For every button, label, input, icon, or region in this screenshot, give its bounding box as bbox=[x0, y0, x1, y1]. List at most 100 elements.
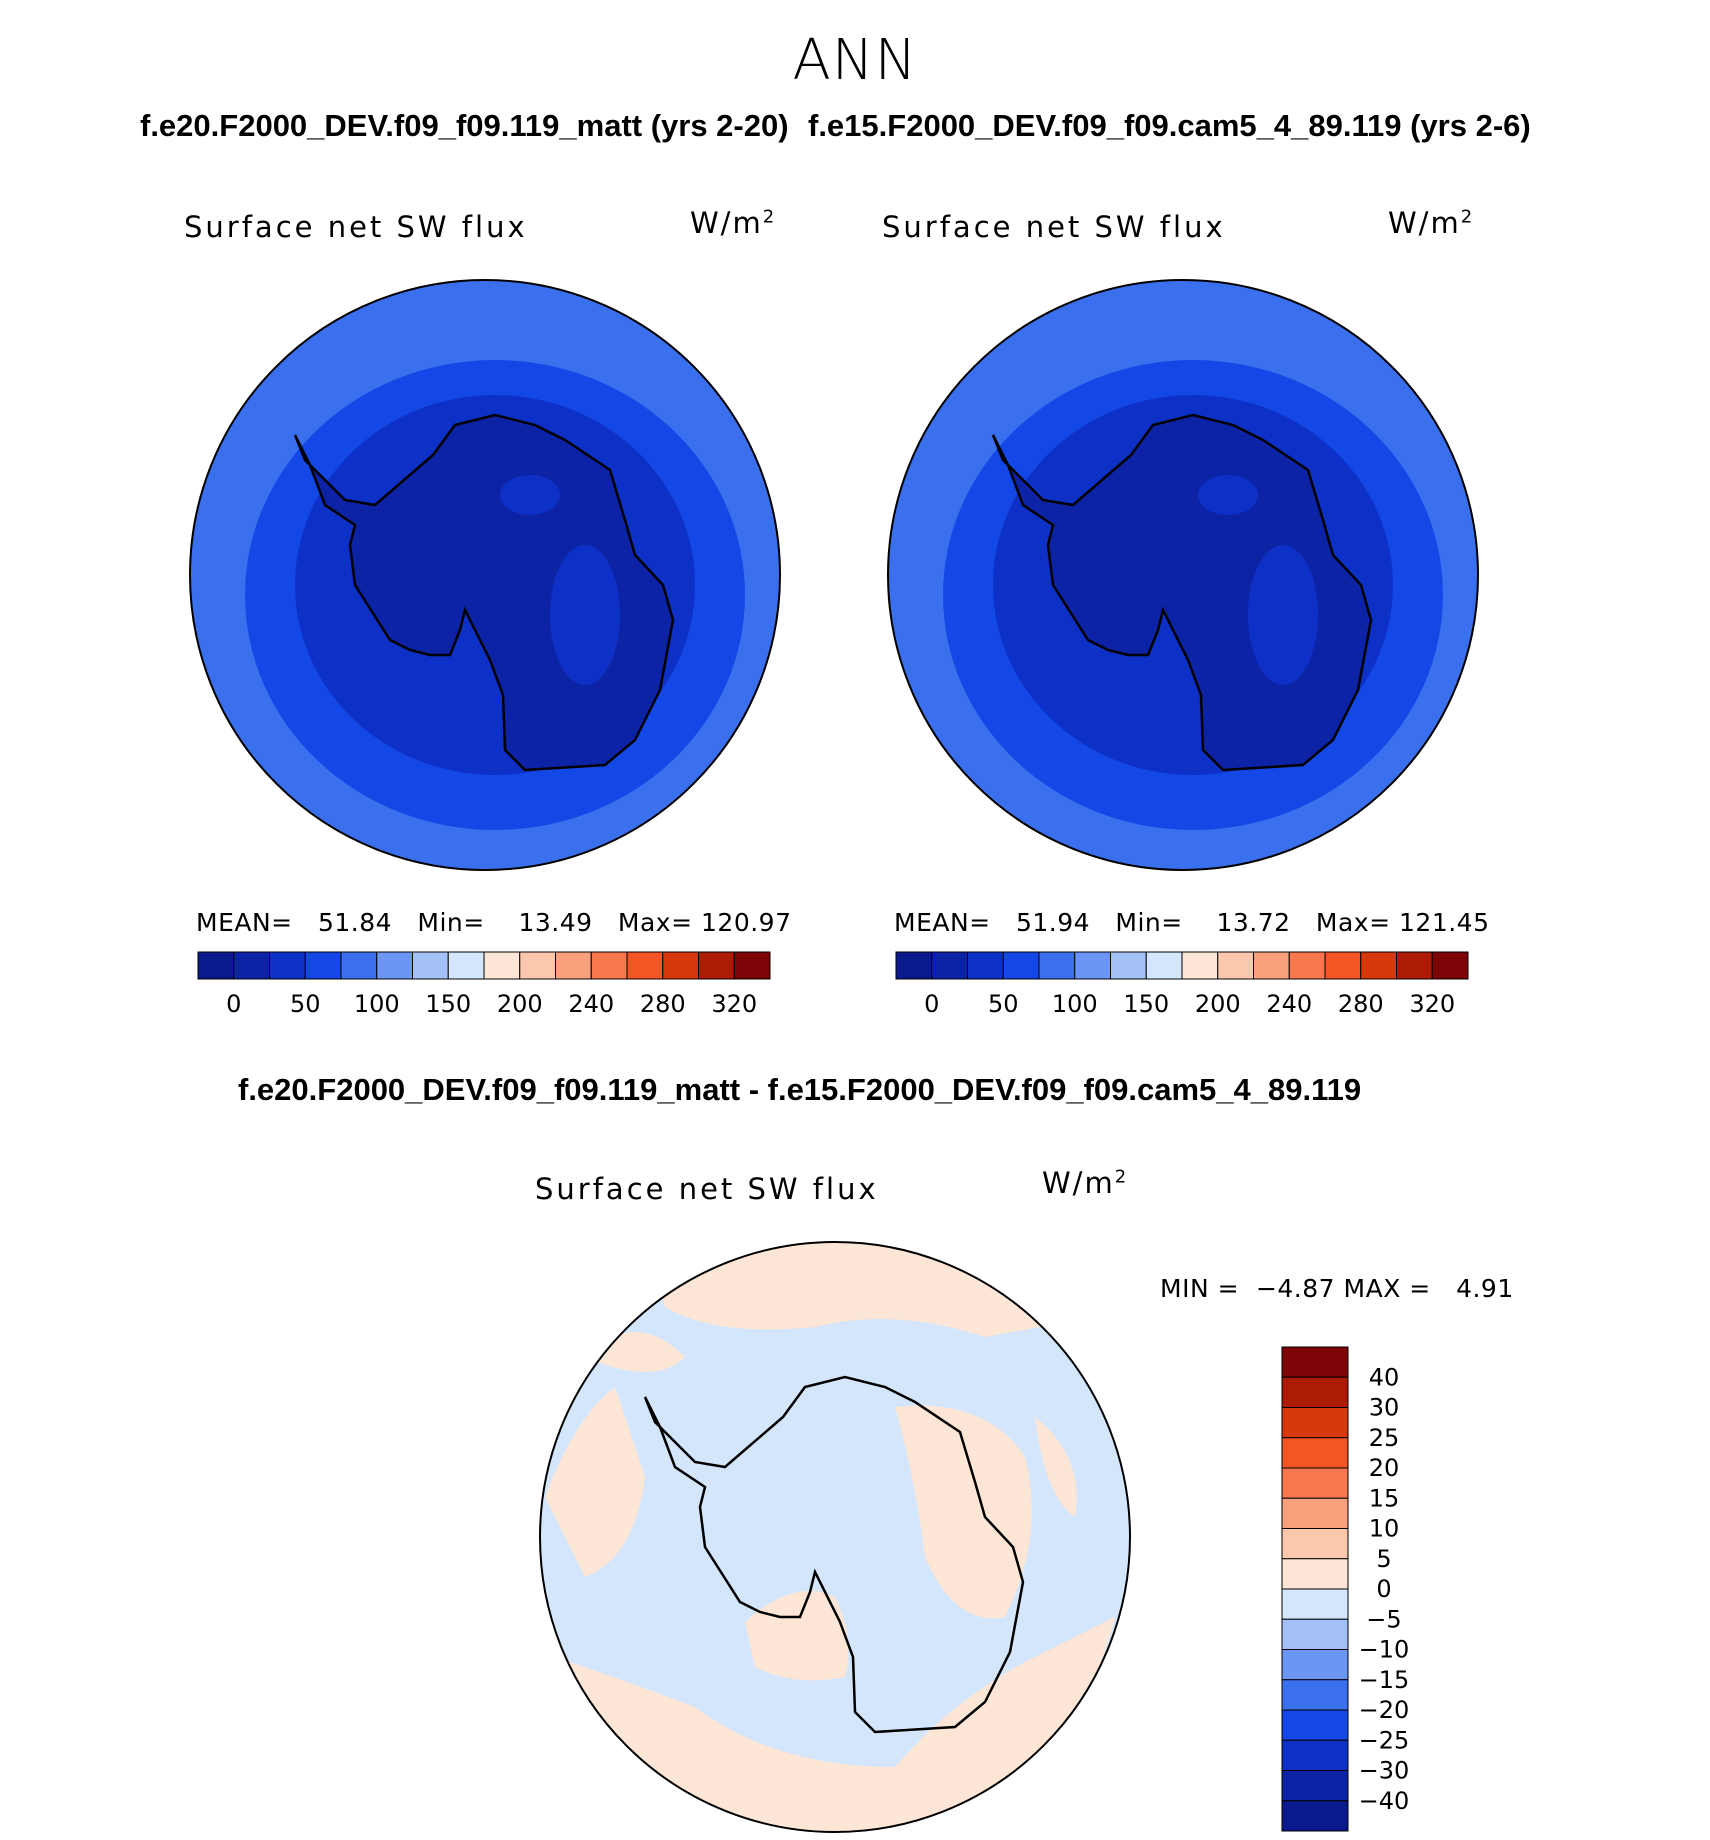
colorbar-cell bbox=[519, 951, 556, 980]
colorbar-cell bbox=[1253, 951, 1290, 980]
colorbar-tick-label: −5 bbox=[1366, 1605, 1401, 1633]
colorbar-tick-label: 5 bbox=[1376, 1545, 1391, 1573]
colorbar-cell bbox=[1181, 951, 1219, 980]
colorbar-cell bbox=[1038, 951, 1076, 980]
colorbar-tick-label: 280 bbox=[1338, 990, 1384, 1018]
diff-stats: MIN = −4.87 MAX = 4.91 bbox=[1160, 1274, 1514, 1303]
colorbar-cell bbox=[555, 951, 592, 980]
case1-title: f.e20.F2000_DEV.f09_f09.119_matt (yrs 2-… bbox=[140, 108, 789, 143]
panel2-colorbar: 0 50 100 150 200 240 280 320 bbox=[895, 951, 1469, 1018]
diff-units: W/m2 bbox=[1042, 1166, 1129, 1200]
colorbar-cells bbox=[197, 951, 771, 980]
colorbar-cell bbox=[1281, 1618, 1349, 1650]
colorbar-cell bbox=[626, 951, 664, 980]
panel1-variable-label: Surface net SW flux bbox=[184, 210, 528, 244]
colorbar-labels: 0 50 100 150 200 240 280 320 bbox=[226, 990, 757, 1018]
panel1-stats: MEAN= 51.84 Min= 13.49 Max= 120.97 bbox=[196, 908, 792, 937]
colorbar-tick-label: 50 bbox=[988, 990, 1019, 1018]
colorbar-cell bbox=[1217, 951, 1254, 980]
panel2-polar-map bbox=[887, 279, 1479, 871]
colorbar-cell bbox=[1281, 1528, 1349, 1560]
colorbar-tick-label: 320 bbox=[1409, 990, 1455, 1018]
panel2-stats: MEAN= 51.94 Min= 13.72 Max= 121.45 bbox=[894, 908, 1490, 937]
colorbar-cell bbox=[1281, 1346, 1349, 1378]
colorbar-cell bbox=[1281, 1800, 1349, 1832]
colorbar-cell bbox=[1281, 1497, 1349, 1529]
colorbar-tick-label: −15 bbox=[1359, 1666, 1410, 1694]
diff-variable-label: Surface net SW flux bbox=[535, 1172, 879, 1206]
colorbar-tick-label: −20 bbox=[1359, 1696, 1410, 1724]
colorbar-cell bbox=[733, 951, 771, 980]
colorbar-cell bbox=[1281, 1376, 1349, 1408]
colorbar-cell bbox=[1281, 1679, 1349, 1711]
colorbar-cell bbox=[1281, 1558, 1349, 1590]
colorbar-cell bbox=[304, 951, 342, 980]
colorbar-cell bbox=[1324, 951, 1362, 980]
colorbar-cell bbox=[1360, 951, 1397, 980]
colorbar-cell bbox=[483, 951, 521, 980]
colorbar-tick-label: −40 bbox=[1359, 1787, 1410, 1815]
panel1-polar-map bbox=[189, 279, 781, 871]
colorbar-tick-label: 10 bbox=[1369, 1515, 1400, 1543]
colorbar-tick-label: 0 bbox=[226, 990, 241, 1018]
colorbar-cell bbox=[269, 951, 306, 980]
colorbar-tick-label: 150 bbox=[425, 990, 471, 1018]
colorbar-cell bbox=[1281, 1407, 1349, 1439]
panel1-colorbar: 0 50 100 150 200 240 280 320 bbox=[197, 951, 771, 1018]
colorbar-tick-label: 0 bbox=[924, 990, 939, 1018]
colorbar-cell bbox=[376, 951, 413, 980]
colorbar-cell bbox=[1074, 951, 1111, 980]
colorbar-cell bbox=[197, 951, 235, 980]
colorbar-cell bbox=[1396, 951, 1433, 980]
colorbar-tick-label: 30 bbox=[1369, 1394, 1400, 1422]
colorbar-cell bbox=[1281, 1770, 1349, 1802]
colorbar-tick-label: −25 bbox=[1359, 1726, 1410, 1754]
colorbar-cell bbox=[1002, 951, 1040, 980]
colorbar-cell bbox=[662, 951, 699, 980]
colorbar-cell bbox=[1281, 1649, 1349, 1681]
colorbar-cell bbox=[1281, 1467, 1349, 1499]
colorbar-tick-label: 50 bbox=[290, 990, 321, 1018]
panel1-units: W/m2 bbox=[690, 206, 777, 240]
colorbar-tick-label: 100 bbox=[354, 990, 400, 1018]
colorbar-tick-label: 0 bbox=[1376, 1575, 1391, 1603]
case2-title: f.e15.F2000_DEV.f09_f09.cam5_4_89.119 (y… bbox=[808, 108, 1531, 143]
colorbar-cell bbox=[1431, 951, 1469, 980]
colorbar-tick-label: −10 bbox=[1359, 1636, 1410, 1664]
colorbar-tick-label: 280 bbox=[640, 990, 686, 1018]
colorbar-tick-label: 25 bbox=[1369, 1424, 1400, 1452]
colorbar-cell bbox=[233, 951, 270, 980]
season-title: ANN bbox=[792, 28, 918, 93]
colorbar-cell bbox=[698, 951, 735, 980]
colorbar-tick-label: 150 bbox=[1123, 990, 1169, 1018]
colorbar-cell bbox=[340, 951, 378, 980]
colorbar-cell bbox=[1281, 1437, 1349, 1469]
colorbar-tick-label: 40 bbox=[1369, 1363, 1400, 1391]
colorbar-cell bbox=[1281, 1588, 1349, 1620]
colorbar-tick-label: 15 bbox=[1369, 1484, 1400, 1512]
colorbar-cell bbox=[895, 951, 933, 980]
colorbar-cell bbox=[931, 951, 968, 980]
colorbar-cell bbox=[1145, 951, 1183, 980]
colorbar-cell bbox=[967, 951, 1004, 980]
colorbar-cell bbox=[412, 951, 449, 980]
colorbar-tick-label: 320 bbox=[711, 990, 757, 1018]
colorbar-cell bbox=[1110, 951, 1147, 980]
colorbar-cell bbox=[1288, 951, 1326, 980]
colorbar-cell bbox=[1281, 1709, 1349, 1741]
colorbar-labels: 0 50 100 150 200 240 280 320 bbox=[924, 990, 1455, 1018]
colorbar-tick-label: 20 bbox=[1369, 1454, 1400, 1482]
colorbar-cells bbox=[1281, 1346, 1349, 1832]
colorbar-cell bbox=[590, 951, 628, 980]
colorbar-tick-label: −30 bbox=[1359, 1757, 1410, 1785]
colorbar-cell bbox=[447, 951, 485, 980]
panel2-variable-label: Surface net SW flux bbox=[882, 210, 1226, 244]
panel2-units: W/m2 bbox=[1388, 206, 1475, 240]
colorbar-tick-label: 240 bbox=[1266, 990, 1312, 1018]
diff-polar-map bbox=[539, 1241, 1131, 1833]
colorbar-tick-label: 240 bbox=[568, 990, 614, 1018]
colorbar-tick-label: 200 bbox=[1195, 990, 1241, 1018]
colorbar-tick-label: 100 bbox=[1052, 990, 1098, 1018]
colorbar-tick-label: 200 bbox=[497, 990, 543, 1018]
